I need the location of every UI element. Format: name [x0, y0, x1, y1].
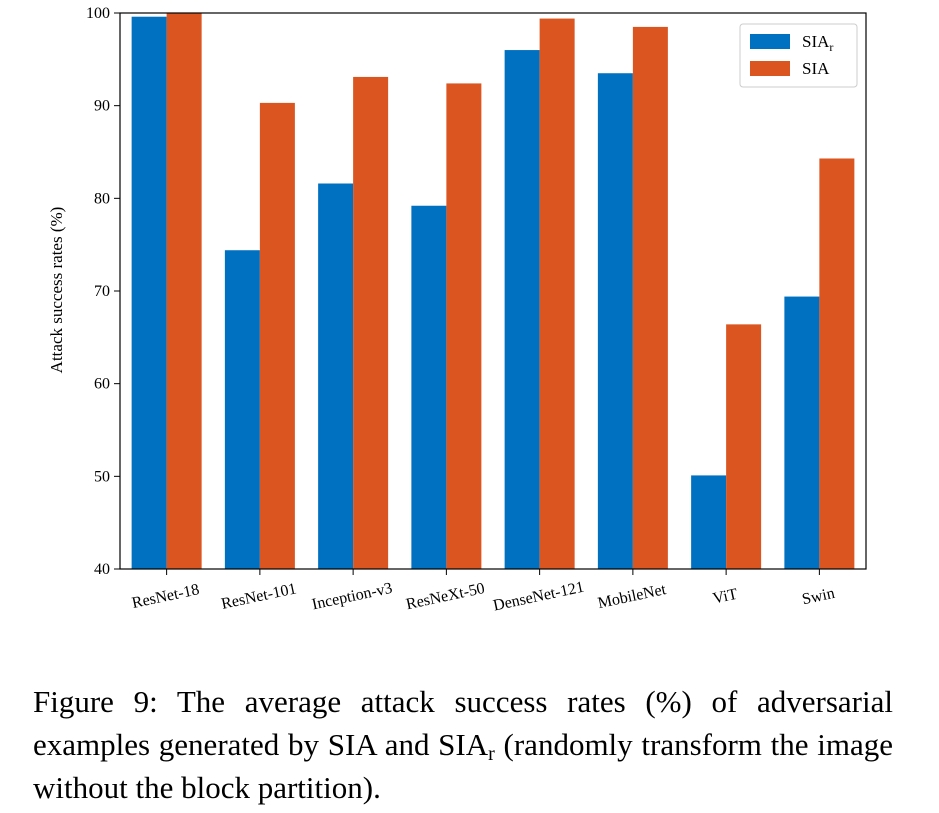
y-tick-label: 90	[94, 98, 110, 115]
bar-sia-resnet-18	[166, 13, 202, 569]
bar-sia-r-vit	[691, 475, 727, 569]
x-tick-label: ResNet-18	[130, 581, 200, 612]
y-tick-label: 60	[94, 376, 110, 393]
caption-text-end: (randomly transform the image without th…	[33, 727, 893, 805]
bar-sia-vit	[726, 324, 762, 569]
bar-sia-r-resnet-18	[131, 16, 167, 570]
figure-caption: Figure 9: The average attack success rat…	[33, 680, 893, 809]
bar-sia-r-resnet-101	[224, 250, 260, 569]
bar-sia-resnext-50	[446, 83, 482, 569]
x-tick-label: ResNeXt-50	[405, 580, 487, 613]
legend-frame	[739, 23, 858, 88]
bar-sia-mobilenet	[632, 26, 668, 569]
legend-label: SIAr	[802, 32, 833, 54]
legend-swatch	[750, 34, 790, 49]
y-tick-label: 100	[86, 5, 110, 22]
bars-layer	[131, 13, 855, 570]
x-tick-label: ResNet-101	[220, 580, 298, 613]
x-tick-label: ViT	[711, 586, 739, 608]
bar-chart: 40 50 60 70 80 90 100 ResNet-18 ResNet-101 Incept…	[47, 5, 867, 615]
caption-text: Figure 9: The average attack success rat…	[33, 684, 893, 762]
caption-subscript: r	[488, 743, 495, 765]
bar-sia-densenet-121	[539, 18, 575, 570]
bar-sia-resnet-101	[259, 102, 295, 570]
bar-sia-swin	[819, 158, 855, 569]
y-tick-label: 40	[94, 561, 110, 578]
x-tick-label: DenseNet-121	[492, 579, 586, 615]
y-tick-label: 80	[94, 190, 110, 207]
legend-label: SIA	[802, 59, 830, 78]
legend-swatch	[750, 61, 790, 76]
bar-sia-r-swin	[784, 296, 820, 569]
x-tick-label: Swin	[801, 585, 837, 608]
x-tick-label: MobileNet	[596, 581, 668, 612]
y-tick-label: 50	[94, 468, 110, 485]
bar-sia-r-mobilenet	[597, 73, 633, 569]
bar-sia-inception-v3	[353, 76, 389, 569]
legend: SIAr SIA	[739, 23, 858, 88]
bar-sia-r-inception-v3	[318, 183, 354, 570]
y-tick-label: 70	[94, 283, 110, 300]
x-tick-label: Inception-v3	[310, 580, 393, 614]
bar-sia-r-densenet-121	[504, 50, 540, 570]
legend-label-subscript: r	[829, 40, 833, 54]
bar-sia-r-resnext-50	[411, 205, 447, 569]
y-axis-label: Attack success rates (%)	[47, 207, 66, 374]
